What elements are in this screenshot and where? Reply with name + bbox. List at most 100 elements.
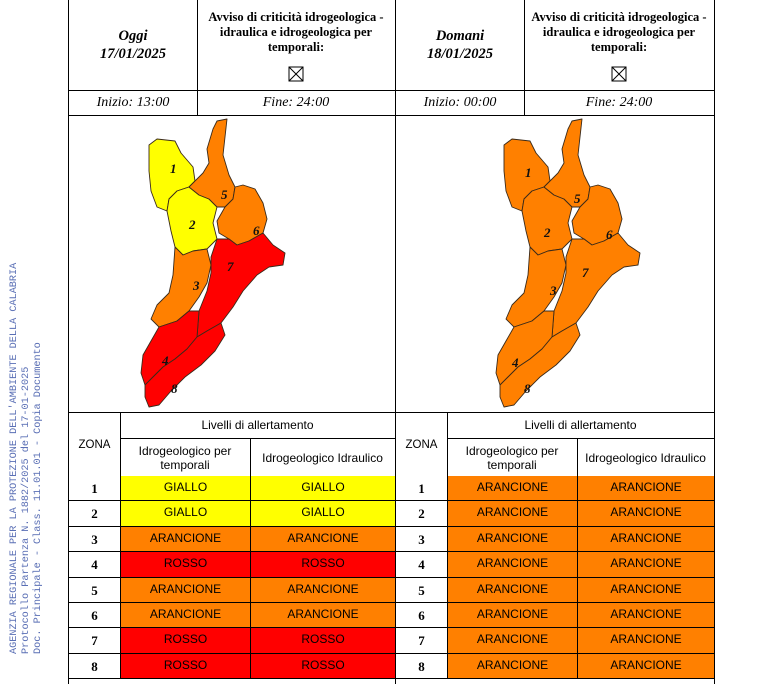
idraulico-level-cell: GIALLO (251, 501, 395, 526)
zone-1-label: 1 (170, 161, 177, 176)
table-row: 6 ARANCIONE ARANCIONE (396, 602, 714, 629)
zone-1-label: 1 (525, 165, 532, 180)
zona-header: ZONA (69, 413, 121, 477)
idraulico-level-cell: ARANCIONE (578, 526, 714, 552)
zone-number-cell: 3 (396, 526, 448, 552)
idraulico-level-cell: ARANCIONE (251, 602, 395, 628)
tomorrow-table-header: ZONA Livelli di allertamento Idrogeologi… (396, 412, 714, 478)
zone-number-cell: 3 (69, 526, 121, 552)
zone-number-cell: 2 (396, 501, 448, 526)
idraulico-level-cell: ARANCIONE (578, 577, 714, 602)
zone-7-area (551, 232, 641, 338)
tomorrow-date-cell: Domani 18/01/2025 (396, 0, 525, 90)
zone-2-label: 2 (188, 217, 196, 232)
temporali-level-cell: ROSSO (121, 552, 251, 577)
today-rows: 1 GIALLO GIALLO 2 GIALLO GIALLO 3 ARANCIONE ARAN… (69, 476, 395, 680)
levels-header: Livelli di allertamento (447, 413, 714, 439)
idraulico-header: Idrogeologico Idraulico (262, 450, 383, 465)
today-start: Inizio: 13:00 (69, 90, 198, 115)
tomorrow-warning-title: Avviso di criticità idrogeologica - idra… (531, 10, 707, 54)
today-day-label: Oggi (118, 28, 148, 44)
zona-header: ZONA (396, 413, 448, 477)
today-date: 17/01/2025 (99, 46, 167, 62)
temporali-level-cell: ARANCIONE (448, 602, 578, 628)
today-date-cell: Oggi 17/01/2025 (69, 0, 198, 90)
temporali-level-cell: ARANCIONE (448, 501, 578, 526)
table-row: 3 ARANCIONE ARANCIONE (69, 526, 395, 553)
idraulico-level-cell: ARANCIONE (578, 476, 714, 501)
tomorrow-header: Domani 18/01/2025 Avviso di criticità id… (396, 0, 714, 91)
table-row: 3 ARANCIONE ARANCIONE (396, 526, 714, 553)
zone-5-label: 5 (574, 191, 581, 206)
table-row: 2 ARANCIONE ARANCIONE (396, 501, 714, 527)
tomorrow-checked-box-icon (611, 66, 627, 82)
temporali-level-cell: ARANCIONE (448, 653, 578, 679)
zone-8-label: 8 (524, 381, 531, 396)
temporali-level-cell: ARANCIONE (121, 526, 251, 552)
zone-4-label: 4 (161, 353, 169, 368)
today-map-svg: 1 2 3 4 5 6 7 8 (140, 118, 286, 408)
stamp-line-3: Doc. Principale - Class. 11.01.01 - Copi… (32, 342, 44, 654)
zone-8-area (499, 322, 581, 408)
zone-5-area (543, 118, 591, 208)
temporali-level-cell: GIALLO (121, 501, 251, 526)
table-row: 8 ROSSO ROSSO (69, 653, 395, 680)
temporali-level-cell: ARANCIONE (448, 628, 578, 653)
table-row: 1 ARANCIONE ARANCIONE (396, 476, 714, 502)
tomorrow-map-svg: 1 2 3 4 5 6 7 8 (495, 118, 641, 408)
temporali-level-cell: ARANCIONE (448, 577, 578, 602)
tomorrow-day-label: Domani (435, 28, 485, 44)
zone-number-cell: 4 (69, 552, 121, 577)
zone-5-label: 5 (221, 187, 228, 202)
table-row: 6 ARANCIONE ARANCIONE (69, 602, 395, 629)
idraulico-level-cell: ARANCIONE (251, 577, 395, 602)
table-row: 5 ARANCIONE ARANCIONE (396, 577, 714, 603)
temporali-level-cell: ARANCIONE (448, 476, 578, 501)
idraulico-level-cell: ARANCIONE (578, 628, 714, 653)
temporali-level-cell: ARANCIONE (121, 602, 251, 628)
temporali-level-cell: GIALLO (121, 476, 251, 501)
tomorrow-date: 18/01/2025 (426, 46, 494, 62)
zone-6-area (571, 184, 623, 246)
zone-number-cell: 7 (69, 628, 121, 653)
temporali-level-cell: ROSSO (121, 653, 251, 679)
table-row: 7 ROSSO ROSSO (69, 628, 395, 654)
temporali-level-cell: ARANCIONE (448, 552, 578, 577)
table-row: 7 ARANCIONE ARANCIONE (396, 628, 714, 654)
zone-number-cell: 1 (69, 476, 121, 501)
tomorrow-map: 1 2 3 4 5 6 7 8 (396, 115, 714, 412)
table-row: 5 ARANCIONE ARANCIONE (69, 577, 395, 603)
today-warning-title: Avviso di criticità idrogeologica - idra… (208, 10, 384, 54)
idraulico-level-cell: ROSSO (251, 552, 395, 577)
temporali-header: Idrogeologico per temporali (447, 438, 578, 477)
stamp-line-1: AGENZIA REGIONALE PER LA PROTEZIONE DELL… (8, 262, 20, 654)
stamp-line-2: Protocollo Partenza N. 1882/2025 del 17-… (20, 367, 32, 654)
zone-8-label: 8 (171, 381, 178, 396)
zone-3-label: 3 (192, 278, 200, 293)
zone-number-cell: 2 (69, 501, 121, 526)
idraulico-level-cell: ARANCIONE (251, 526, 395, 552)
idraulico-level-cell: ROSSO (251, 653, 395, 679)
today-map: 1 2 3 4 5 6 7 8 (69, 115, 395, 412)
table-row: 4 ROSSO ROSSO (69, 552, 395, 578)
idraulico-level-cell: ARANCIONE (578, 552, 714, 577)
tomorrow-rows: 1 ARANCIONE ARANCIONE 2 ARANCIONE ARANCIONE 3 A… (396, 476, 714, 680)
table-row: 4 ARANCIONE ARANCIONE (396, 552, 714, 578)
zone-4-label: 4 (511, 355, 519, 370)
zone-number-cell: 4 (396, 552, 448, 577)
zone-8-area (144, 322, 226, 408)
zone-number-cell: 1 (396, 476, 448, 501)
today-checked-box-icon (288, 66, 304, 82)
today-times-row: Inizio: 13:00 Fine: 24:00 (69, 90, 395, 116)
zone-7-label: 7 (227, 259, 234, 274)
tomorrow-start: Inizio: 00:00 (396, 90, 525, 115)
zone-number-cell: 6 (396, 602, 448, 628)
temporali-header: Idrogeologico per temporali (120, 438, 251, 477)
tomorrow-end: Fine: 24:00 (585, 95, 653, 110)
levels-header: Livelli di allertamento (120, 413, 395, 439)
zone-6-label: 6 (606, 227, 613, 242)
protocol-stamp: AGENZIA REGIONALE PER LA PROTEZIONE DELL… (8, 262, 44, 654)
temporali-level-cell: ROSSO (121, 628, 251, 653)
zone-6-label: 6 (253, 223, 260, 238)
zone-5-area (188, 118, 236, 208)
